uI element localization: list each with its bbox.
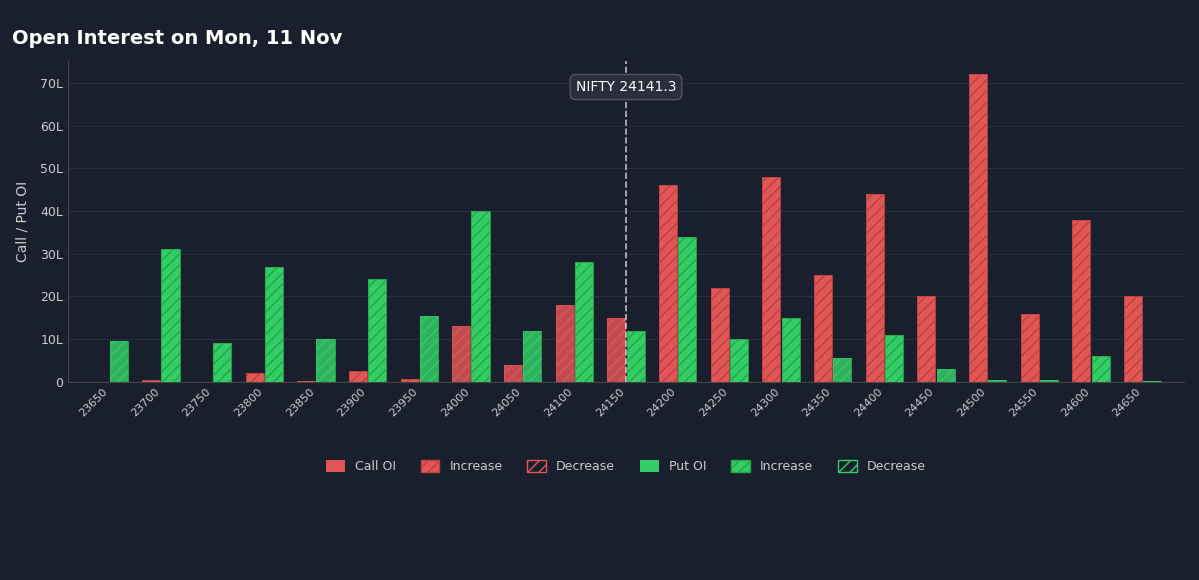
Bar bbox=[213, 343, 231, 382]
Bar bbox=[608, 318, 626, 382]
Bar bbox=[162, 249, 180, 382]
Bar bbox=[504, 365, 522, 382]
Bar bbox=[555, 305, 574, 382]
Bar bbox=[1040, 380, 1058, 382]
Bar bbox=[679, 237, 697, 382]
Bar bbox=[1040, 380, 1058, 382]
Bar bbox=[608, 318, 626, 382]
Legend: Call OI, Increase, Decrease, Put OI, Increase, Decrease: Call OI, Increase, Decrease, Put OI, Inc… bbox=[321, 455, 932, 478]
Bar bbox=[317, 339, 335, 382]
Bar bbox=[504, 365, 522, 382]
Bar bbox=[523, 331, 541, 382]
Bar bbox=[917, 296, 935, 382]
Bar bbox=[730, 339, 748, 382]
Bar bbox=[885, 335, 903, 382]
Bar bbox=[1020, 314, 1038, 382]
Bar bbox=[265, 267, 283, 382]
Bar bbox=[627, 331, 645, 382]
Bar bbox=[833, 358, 851, 382]
Bar bbox=[866, 194, 884, 382]
Bar bbox=[1125, 296, 1143, 382]
Bar bbox=[110, 342, 128, 382]
Bar bbox=[349, 371, 367, 382]
Text: Open Interest on Mon, 11 Nov: Open Interest on Mon, 11 Nov bbox=[12, 29, 343, 48]
Bar bbox=[1143, 380, 1162, 382]
Bar bbox=[1091, 356, 1109, 382]
Bar bbox=[988, 380, 1006, 382]
Bar bbox=[265, 267, 283, 382]
Bar bbox=[782, 318, 800, 382]
Bar bbox=[452, 327, 470, 382]
Bar bbox=[814, 275, 832, 382]
Y-axis label: Call / Put OI: Call / Put OI bbox=[16, 181, 29, 262]
Bar bbox=[782, 318, 800, 382]
Bar bbox=[400, 379, 418, 382]
Bar bbox=[368, 280, 386, 382]
Bar bbox=[763, 177, 781, 382]
Bar bbox=[988, 380, 1006, 382]
Bar bbox=[471, 211, 489, 382]
Bar bbox=[555, 305, 574, 382]
Bar bbox=[452, 327, 470, 382]
Bar bbox=[627, 331, 645, 382]
Bar bbox=[317, 339, 335, 382]
Text: NIFTY 24141.3: NIFTY 24141.3 bbox=[576, 80, 676, 94]
Bar bbox=[1143, 380, 1162, 382]
Bar bbox=[711, 288, 729, 382]
Bar bbox=[917, 296, 935, 382]
Bar bbox=[659, 186, 677, 382]
Bar bbox=[833, 358, 851, 382]
Bar bbox=[885, 335, 903, 382]
Bar bbox=[246, 374, 264, 382]
Bar bbox=[969, 74, 987, 382]
Bar bbox=[349, 371, 367, 382]
Bar bbox=[110, 342, 128, 382]
Bar bbox=[659, 186, 677, 382]
Bar bbox=[936, 369, 954, 382]
Bar bbox=[679, 237, 697, 382]
Bar bbox=[866, 194, 884, 382]
Bar bbox=[420, 316, 438, 382]
Bar bbox=[574, 262, 594, 382]
Bar bbox=[1125, 296, 1143, 382]
Bar bbox=[936, 369, 954, 382]
Bar bbox=[1072, 220, 1090, 382]
Bar bbox=[814, 275, 832, 382]
Bar bbox=[763, 177, 781, 382]
Bar bbox=[400, 379, 418, 382]
Bar bbox=[297, 380, 315, 382]
Bar bbox=[1020, 314, 1038, 382]
Bar bbox=[1072, 220, 1090, 382]
Bar bbox=[420, 316, 438, 382]
Bar bbox=[368, 280, 386, 382]
Bar bbox=[143, 380, 161, 382]
Bar bbox=[246, 374, 264, 382]
Bar bbox=[162, 249, 180, 382]
Bar bbox=[1091, 356, 1109, 382]
Bar bbox=[730, 339, 748, 382]
Bar bbox=[471, 211, 489, 382]
Bar bbox=[143, 380, 161, 382]
Bar bbox=[969, 74, 987, 382]
Bar bbox=[523, 331, 541, 382]
Bar bbox=[297, 380, 315, 382]
Bar bbox=[711, 288, 729, 382]
Bar bbox=[213, 343, 231, 382]
Bar bbox=[574, 262, 594, 382]
